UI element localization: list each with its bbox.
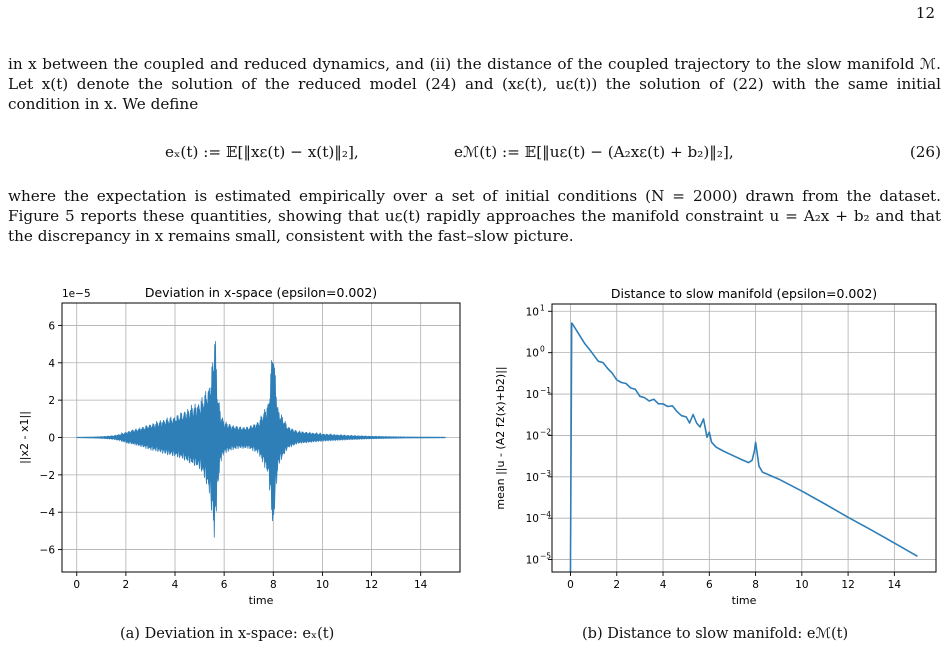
page-number: 12	[915, 4, 935, 22]
x-tick-label: 2	[123, 579, 130, 591]
y-tick-label: −6	[40, 545, 56, 557]
x-tick-label: 8	[270, 579, 277, 591]
x-tick-label: 14	[414, 579, 428, 591]
figure-b: 0 2 4 6 8 10 12 14 10 −5 10 −4 10 −3 10 −2 10 −1 10 0 10 1 Dis…	[474, 282, 944, 612]
chart-title: Deviation in x-space (epsilon=0.002)	[145, 285, 377, 300]
equation-number: (26)	[909, 143, 941, 161]
x-tick-label: 14	[888, 579, 902, 591]
chart-title: Distance to slow manifold (epsilon=0.002…	[611, 286, 877, 301]
y-tick-label: 2	[48, 395, 55, 407]
x-tick-label: 4	[172, 579, 179, 591]
chart-deviation-x-space: 0 2 4 6 8 10 12 14 −6 −4 −2 0 2 4 6 Deviation in x-spac…	[18, 285, 461, 607]
y-tick-label-exponent: −1	[540, 386, 551, 395]
y-tick-label-exponent: 0	[540, 345, 545, 354]
y-tick-label-exponent: −3	[540, 469, 551, 478]
paragraph-intro: in x between the coupled and reduced dyn…	[8, 55, 941, 113]
y-axis-label: mean ||u - (A2 f2(x)+b2)||	[494, 366, 507, 509]
deviation-band	[76, 341, 446, 538]
y-tick-label: 10	[526, 348, 539, 360]
equation-lhs: eₓ(t) := 𝔼[‖xε(t) − x(t)‖₂],	[165, 143, 359, 161]
x-tick-label: 6	[221, 579, 228, 591]
y-tick-label-exponent: −2	[540, 427, 551, 436]
y-tick-label: 10	[526, 430, 539, 442]
distance-series-line	[569, 322, 918, 572]
y-tick-label-exponent: 1	[540, 303, 545, 312]
y-tick-label: −4	[40, 507, 56, 519]
axes-frame	[551, 303, 937, 573]
y-tick-label: 10	[526, 389, 539, 401]
x-tick-label: 10	[795, 579, 808, 591]
paragraph-discussion: where the expectation is estimated empir…	[8, 187, 941, 245]
equation-26: eₓ(t) := 𝔼[‖xε(t) − x(t)‖₂], eℳ(t) := 𝔼[…	[8, 143, 941, 165]
x-tick-label: 8	[752, 579, 759, 591]
y-tick-label: 6	[48, 320, 55, 332]
equation-rhs: eℳ(t) := 𝔼[‖uε(t) − (A₂xε(t) + b₂)‖₂],	[454, 143, 734, 161]
x-axis-label: time	[249, 594, 274, 607]
y-scale-label: 1e−5	[62, 288, 91, 300]
x-tick-label: 12	[841, 579, 854, 591]
caption-a: (a) Deviation in x-space: eₓ(t)	[120, 626, 335, 642]
y-axis-label: ||x2 - x1||	[18, 411, 31, 464]
y-tick-label-exponent: −4	[540, 510, 551, 519]
figure-a: 0 2 4 6 8 10 12 14 −6 −4 −2 0 2 4 6 Deviation in x-spac…	[0, 282, 470, 612]
x-tick-label: 12	[365, 579, 378, 591]
x-tick-label: 0	[73, 579, 80, 591]
y-tick-label: 10	[526, 472, 539, 484]
y-tick-label: 10	[526, 513, 539, 525]
x-tick-label: 0	[567, 579, 574, 591]
y-tick-label: 10	[526, 555, 539, 567]
x-tick-label: 2	[613, 579, 620, 591]
x-tick-label: 10	[316, 579, 329, 591]
x-axis-label: time	[732, 594, 757, 607]
y-tick-label: 0	[48, 433, 55, 445]
x-tick-label: 4	[660, 579, 667, 591]
y-tick-label-exponent: −5	[540, 552, 551, 561]
y-tick-label: −2	[40, 470, 55, 482]
x-tick-label: 6	[706, 579, 713, 591]
y-tick-label: 4	[48, 358, 55, 370]
y-tick-label: 10	[526, 306, 539, 318]
caption-b: (b) Distance to slow manifold: eℳ(t)	[582, 626, 849, 642]
